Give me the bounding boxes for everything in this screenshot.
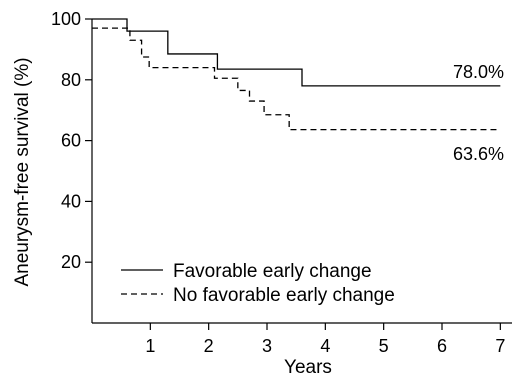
x-tick-label: 1 — [145, 336, 155, 356]
x-tick-label: 2 — [204, 336, 214, 356]
x-tick-label: 7 — [495, 336, 505, 356]
legend-label-favorable: Favorable early change — [173, 261, 372, 282]
end-label-no-favorable: 63.6% — [453, 144, 504, 164]
y-ticks: 20 40 60 80 100 — [51, 9, 92, 272]
x-ticks: 1 2 3 4 5 6 7 — [145, 323, 505, 356]
y-tick-label: 100 — [51, 9, 81, 29]
x-tick-label: 6 — [437, 336, 447, 356]
y-axis-title: Aneurysm-free survival (%) — [12, 57, 33, 286]
y-tick-label: 80 — [61, 70, 81, 90]
x-tick-label: 4 — [320, 336, 330, 356]
series-line-favorable — [92, 18, 501, 87]
legend: Favorable early change No favorable earl… — [121, 261, 395, 306]
y-tick-label: 20 — [61, 252, 81, 272]
legend-label-no-favorable: No favorable early change — [173, 285, 395, 306]
end-label-favorable: 78.0% — [453, 62, 504, 82]
y-tick-label: 40 — [61, 191, 81, 211]
x-axis-title: Years — [284, 357, 332, 378]
y-tick-label: 60 — [61, 131, 81, 151]
x-tick-label: 5 — [379, 336, 389, 356]
x-tick-label: 3 — [262, 336, 272, 356]
series-line-no-favorable — [92, 27, 501, 131]
series-lines — [92, 18, 501, 131]
